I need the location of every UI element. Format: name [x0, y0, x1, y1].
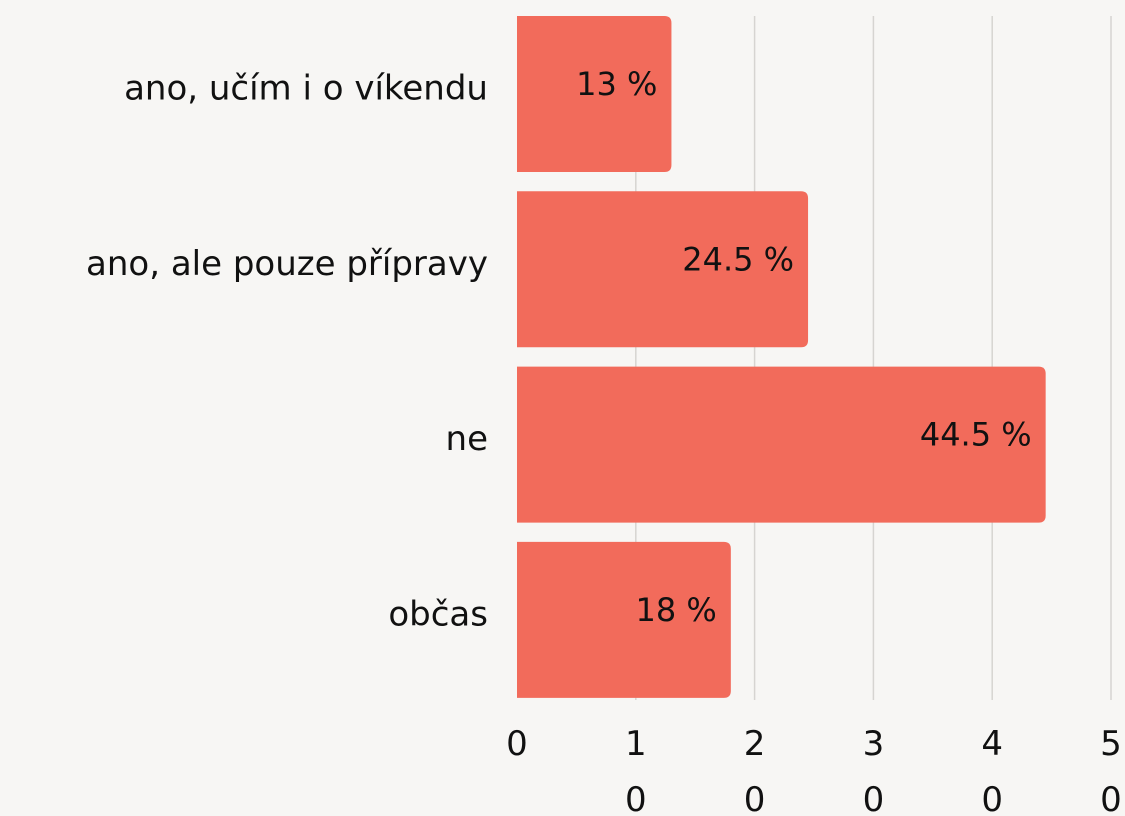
value-label: 13 % — [576, 65, 657, 103]
bar — [517, 16, 672, 172]
value-label: 44.5 % — [920, 416, 1032, 454]
bar — [517, 541, 731, 698]
category-label: občas — [388, 594, 488, 634]
category-label: ano, ale pouze přípravy — [86, 244, 488, 284]
bar — [517, 366, 1046, 523]
bar — [517, 191, 809, 348]
category-label: ne — [446, 419, 488, 459]
x-tick-label: 0 — [506, 724, 528, 764]
value-label: 18 % — [636, 591, 717, 629]
category-label: ano, učím i o víkendu — [124, 69, 488, 109]
value-label: 24.5 % — [682, 240, 794, 278]
